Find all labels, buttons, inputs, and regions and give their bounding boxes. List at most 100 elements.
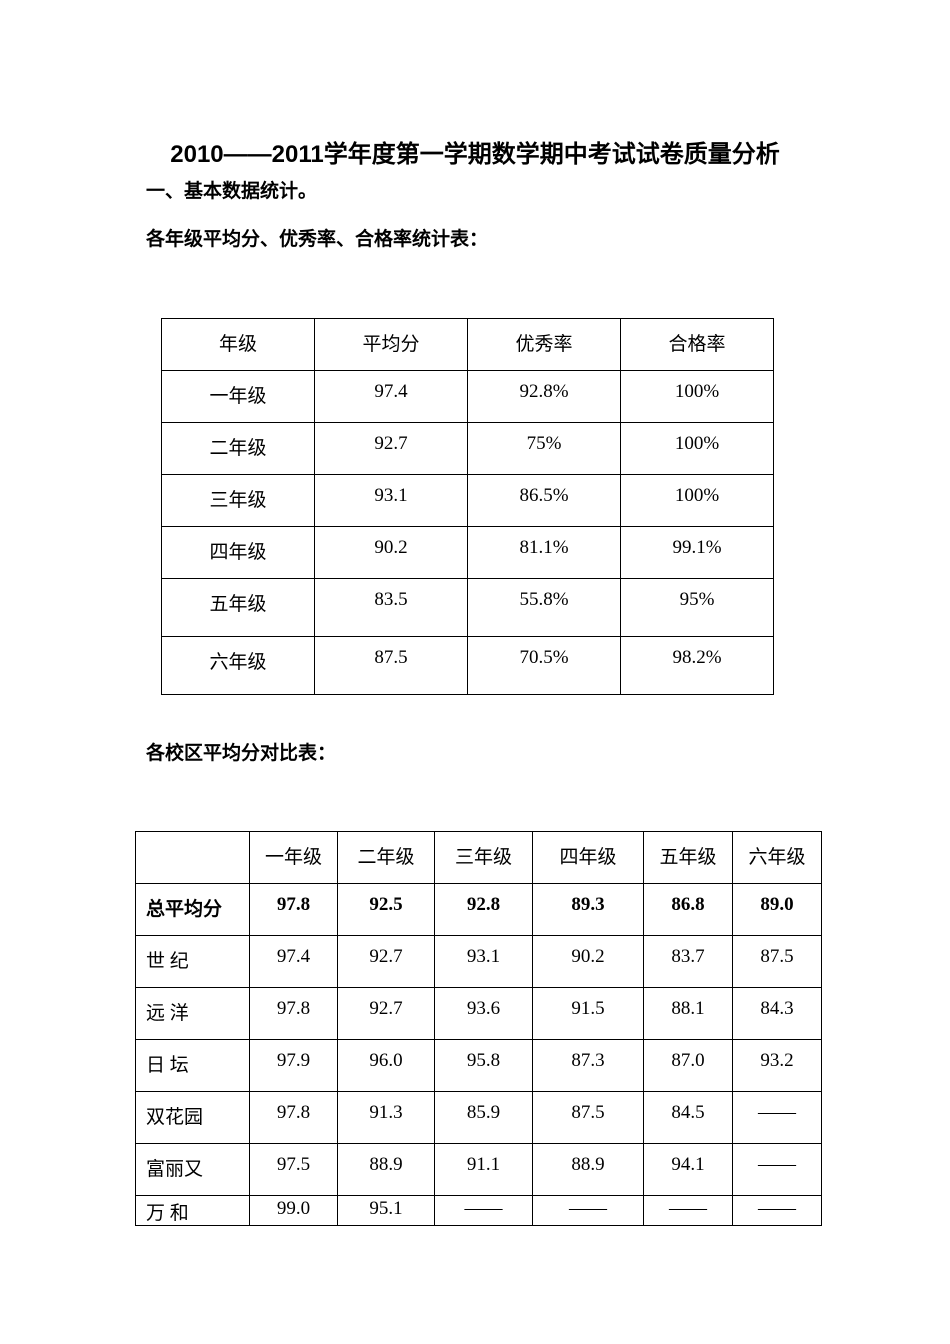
page-title: 2010——2011学年度第一学期数学期中考试试卷质量分析 [170,141,780,168]
table-cell: —— [732,1195,822,1226]
table-row: 四年级 90.2 81.1% 99.1% [161,526,774,579]
column-header: 平均分 [314,318,468,371]
table-row: 世 纪 97.4 92.7 93.1 90.2 83.7 87.5 [135,935,822,988]
column-header: 二年级 [337,831,435,884]
table-cell: 84.3 [732,987,822,1040]
table-cell: 93.1 [314,474,468,527]
grade-stats-table: 年级 平均分 优秀率 合格率 一年级 97.4 92.8% 100% 二年级 92.7 75% 100… [161,318,774,695]
table-row: 日 坛 97.9 96.0 95.8 87.3 87.0 93.2 [135,1039,822,1092]
table-cell: 99.1% [620,526,774,579]
table-cell: 81.1% [467,526,621,579]
table-cell: 70.5% [467,636,621,695]
table-cell: 91.3 [337,1091,435,1144]
table-cell: 88.9 [337,1143,435,1196]
table-cell: 92.7 [337,987,435,1040]
table-cell: 三年级 [161,474,315,527]
table-cell: 92.8% [467,370,621,423]
row-header: 日 坛 [135,1039,250,1092]
table-cell: 93.2 [732,1039,822,1092]
table-cell: 90.2 [532,935,644,988]
table-cell: —— [732,1143,822,1196]
column-header: 年级 [161,318,315,371]
table-cell: 87.5 [532,1091,644,1144]
table-cell: 97.4 [249,935,338,988]
table-cell: 86.8 [643,883,733,936]
table-cell: 87.5 [314,636,468,695]
table-cell: 四年级 [161,526,315,579]
table-cell: 95.8 [434,1039,533,1092]
table-cell: 89.0 [732,883,822,936]
column-header: 三年级 [434,831,533,884]
column-header: 六年级 [732,831,822,884]
table-cell: 97.8 [249,1091,338,1144]
table-cell: 89.3 [532,883,644,936]
header-row: 一年级 二年级 三年级 四年级 五年级 六年级 [135,831,822,884]
table-cell: 88.9 [532,1143,644,1196]
table-cell: 90.2 [314,526,468,579]
table-cell: 一年级 [161,370,315,423]
table-cell: 83.7 [643,935,733,988]
table-cell: 97.9 [249,1039,338,1092]
table-row: 六年级 87.5 70.5% 98.2% [161,636,774,695]
table-cell: —— [532,1195,644,1226]
table-cell: 95% [620,578,774,637]
header-row: 年级 平均分 优秀率 合格率 [161,318,774,371]
table-cell: 92.5 [337,883,435,936]
table-cell: 75% [467,422,621,475]
table2-caption: 各校区平均分对比表： [146,743,337,764]
column-header [135,831,250,884]
table-cell: 94.1 [643,1143,733,1196]
table1-caption: 各年级平均分、优秀率、合格率统计表： [146,229,489,250]
table-cell: 97.8 [249,883,338,936]
row-header: 总平均分 [135,883,250,936]
table-row: 双花园 97.8 91.3 85.9 87.5 84.5 —— [135,1091,822,1144]
table-cell: 93.6 [434,987,533,1040]
table-row: 万 和 99.0 95.1 —— —— —— —— [135,1195,822,1226]
row-header: 富丽又 [135,1143,250,1196]
column-header: 四年级 [532,831,644,884]
table-cell: 92.8 [434,883,533,936]
table-cell: 83.5 [314,578,468,637]
column-header: 合格率 [620,318,774,371]
column-header: 优秀率 [467,318,621,371]
column-header: 一年级 [249,831,338,884]
table-row: 五年级 83.5 55.8% 95% [161,578,774,637]
table-cell: 100% [620,422,774,475]
table-cell: 87.5 [732,935,822,988]
table-row: 远 洋 97.8 92.7 93.6 91.5 88.1 84.3 [135,987,822,1040]
table-cell: 91.1 [434,1143,533,1196]
table-cell: 55.8% [467,578,621,637]
table-cell: 六年级 [161,636,315,695]
table-cell: 88.1 [643,987,733,1040]
table-cell: 二年级 [161,422,315,475]
table-cell: 97.5 [249,1143,338,1196]
table-cell: 100% [620,474,774,527]
table-cell: 92.7 [314,422,468,475]
table-cell: 91.5 [532,987,644,1040]
table-row: 总平均分 97.8 92.5 92.8 89.3 86.8 89.0 [135,883,822,936]
table-cell: 97.4 [314,370,468,423]
table-cell: 100% [620,370,774,423]
table-cell: 98.2% [620,636,774,695]
row-header: 万 和 [135,1195,250,1226]
table-row: 三年级 93.1 86.5% 100% [161,474,774,527]
table-cell: 87.0 [643,1039,733,1092]
table-cell: 86.5% [467,474,621,527]
table-cell: —— [732,1091,822,1144]
section-heading: 一、基本数据统计。 [146,181,318,202]
table-cell: 95.1 [337,1195,435,1226]
campus-average-table: 一年级 二年级 三年级 四年级 五年级 六年级 总平均分 97.8 92.5 92.8 89.3 86… [135,831,822,1226]
table-cell: —— [434,1195,533,1226]
table-cell: 五年级 [161,578,315,637]
column-header: 五年级 [643,831,733,884]
table-cell: —— [643,1195,733,1226]
table-cell: 87.3 [532,1039,644,1092]
table-cell: 85.9 [434,1091,533,1144]
table-row: 二年级 92.7 75% 100% [161,422,774,475]
table-cell: 96.0 [337,1039,435,1092]
table-cell: 84.5 [643,1091,733,1144]
row-header: 双花园 [135,1091,250,1144]
row-header: 远 洋 [135,987,250,1040]
table-cell: 99.0 [249,1195,338,1226]
